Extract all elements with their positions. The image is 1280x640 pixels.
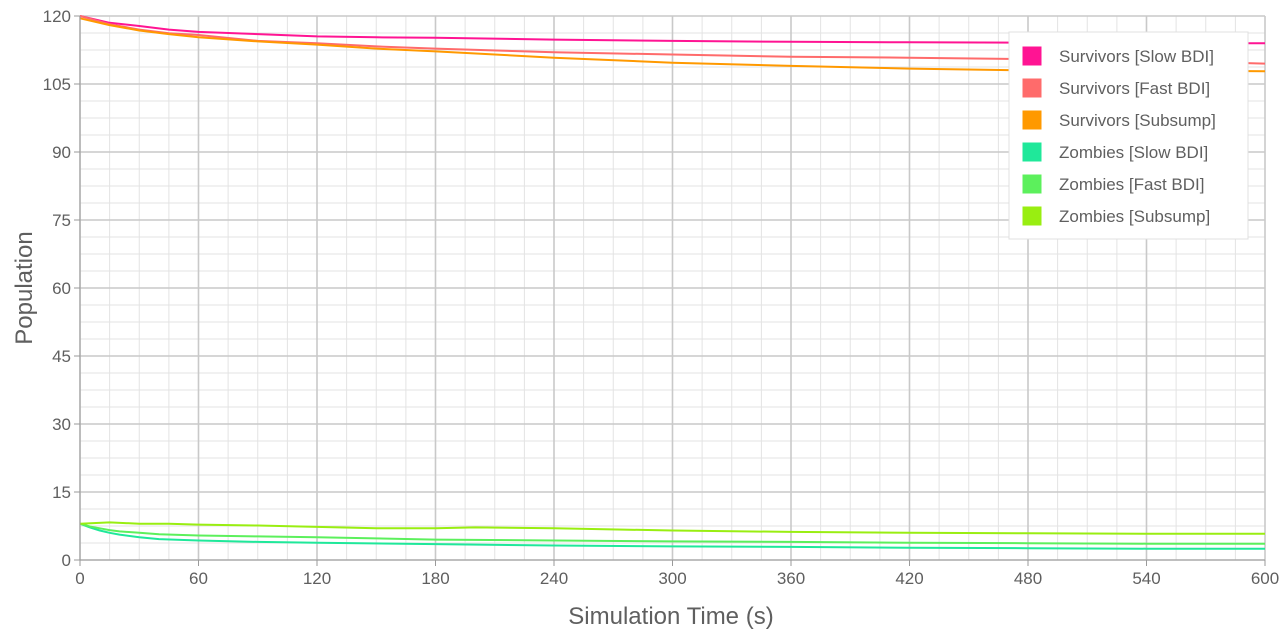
legend-label: Survivors [Slow BDI] <box>1059 47 1214 66</box>
x-tick-label: 120 <box>303 569 331 588</box>
y-tick-label: 60 <box>52 279 71 298</box>
x-tick-label: 540 <box>1132 569 1160 588</box>
legend-box <box>1008 31 1249 240</box>
x-tick-label: 360 <box>777 569 805 588</box>
legend-swatch <box>1021 141 1043 163</box>
x-tick-label: 420 <box>895 569 923 588</box>
series-line <box>79 15 1265 45</box>
y-tick-label: 120 <box>43 7 71 26</box>
series-lines <box>79 15 1266 550</box>
x-axis-title: Simulation Time (s) <box>568 603 773 630</box>
x-tick-label: 480 <box>1014 569 1042 588</box>
x-tick-label: 300 <box>658 569 686 588</box>
legend-label: Zombies [Subsump] <box>1059 207 1210 226</box>
y-axis-ticks: 0 15 30 45 60 75 90 105 120 <box>43 7 80 570</box>
x-tick-label: 0 <box>75 569 84 588</box>
legend-swatch <box>1021 109 1043 131</box>
x-tick-label: 240 <box>540 569 568 588</box>
x-tick-label: 180 <box>421 569 449 588</box>
series-line <box>79 17 1266 73</box>
y-tick-label: 105 <box>43 75 71 94</box>
y-tick-label: 45 <box>52 347 71 366</box>
legend-label: Survivors [Fast BDI] <box>1059 79 1210 98</box>
legend-label: Zombies [Fast BDI] <box>1059 175 1204 194</box>
x-axis-ticks: 0 60 120 180 240 300 360 420 480 540 600 <box>75 560 1279 588</box>
legend: Survivors [Slow BDI] Survivors [Fast BDI]… <box>1008 31 1249 240</box>
legend-swatch <box>1021 77 1043 99</box>
legend-swatch <box>1021 205 1043 227</box>
y-tick-label: 15 <box>52 483 71 502</box>
legend-label: Survivors [Subsump] <box>1059 111 1216 130</box>
x-tick-label: 600 <box>1251 569 1279 588</box>
series-line <box>79 522 1265 545</box>
legend-label: Zombies [Slow BDI] <box>1059 143 1208 162</box>
y-tick-label: 90 <box>52 143 71 162</box>
series-line <box>79 521 1265 535</box>
y-tick-label: 30 <box>52 415 71 434</box>
y-tick-label: 0 <box>62 551 71 570</box>
x-tick-label: 60 <box>189 569 208 588</box>
series-line <box>79 522 1265 550</box>
y-axis-title: Population <box>11 231 38 344</box>
y-tick-label: 75 <box>52 211 71 230</box>
legend-swatch <box>1021 45 1043 67</box>
legend-swatch <box>1021 173 1043 195</box>
